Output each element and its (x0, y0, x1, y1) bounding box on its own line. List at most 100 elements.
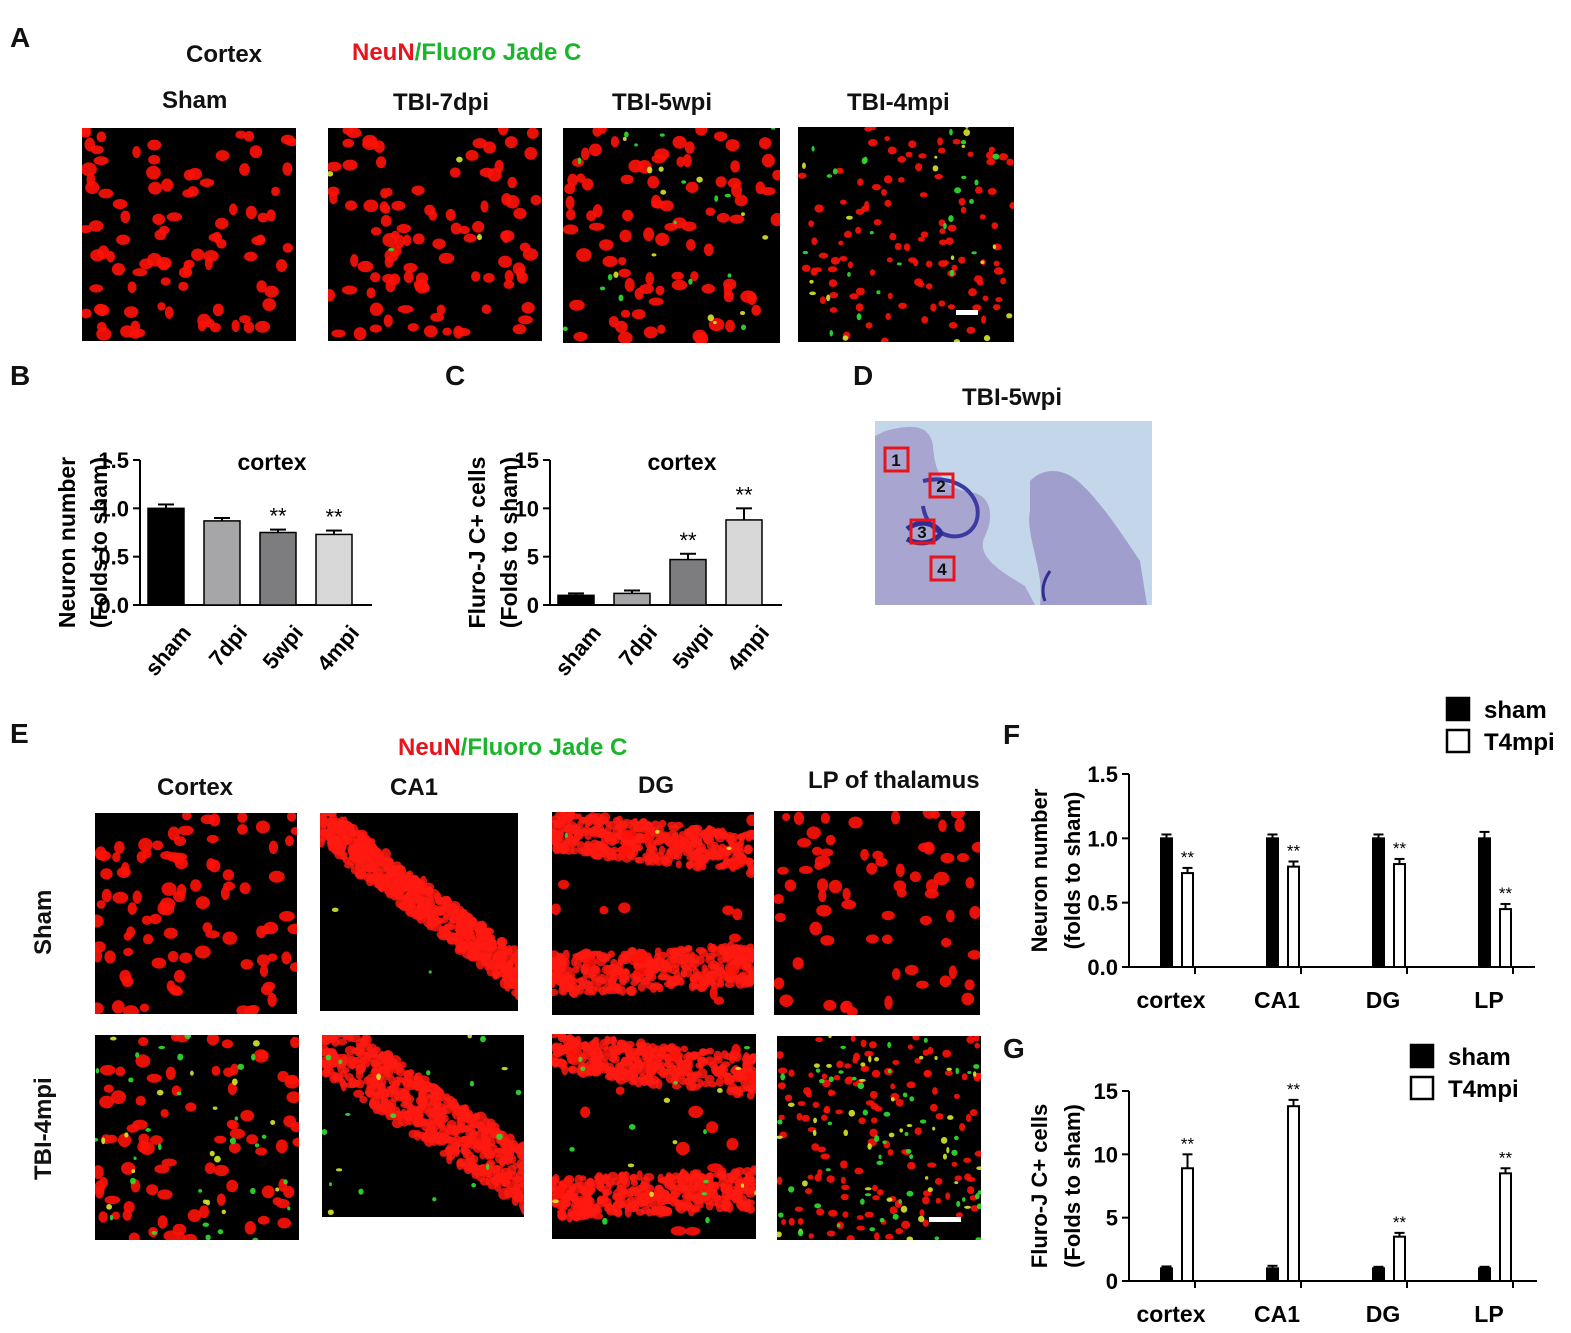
y-tick-label: 15 (515, 448, 539, 473)
bar-sham-CA1 (1266, 837, 1279, 968)
x-tick-label: 5wpi (667, 620, 718, 674)
y-tick-label: 15 (1094, 1079, 1118, 1104)
x-tick-label: 7dpi (204, 620, 252, 671)
x-tick-label: LP (1474, 1301, 1503, 1327)
y-axis-label: Neuron number (1027, 788, 1052, 952)
bar-7dpi (613, 592, 651, 606)
bar-sham-LP (1478, 837, 1491, 968)
bar-4mpi (725, 519, 763, 606)
chart-title: cortex (647, 449, 716, 475)
bar-sham-LP (1478, 1267, 1491, 1282)
panel-label-a: A (10, 22, 31, 53)
x-tick-label: 5wpi (257, 620, 308, 674)
micrograph-e-sham-dg (552, 812, 754, 1015)
bar-4mpi (315, 533, 353, 606)
roi-box-1 (883, 446, 910, 473)
panel-a-col-tbi-4mpi: TBI-4mpi (847, 89, 950, 116)
roi-box-2 (928, 472, 955, 499)
panel-label-g: G (1003, 1033, 1025, 1064)
roi-num-2: 2 (936, 477, 945, 496)
brain-section-image: 1 2 3 4 (875, 421, 1152, 605)
panel-e-col-cortex: Cortex (157, 774, 234, 801)
bar-sham-DG (1372, 837, 1385, 968)
x-tick-label: CA1 (1254, 1301, 1300, 1327)
y-axis-label-2: (Folds to sham) (1060, 1104, 1085, 1268)
legend-swatch-T4mpi (1445, 728, 1471, 754)
y-axis-label: Neuron number (54, 457, 80, 628)
panel-a-col-tbi-5wpi: TBI-5wpi (612, 89, 712, 116)
y-tick-label: 5 (1106, 1206, 1118, 1231)
x-tick-label: cortex (1136, 987, 1205, 1013)
roi-num-3: 3 (917, 523, 926, 542)
legend-swatch-sham (1409, 1043, 1435, 1069)
panel-a-stain-legend: NeuN/Fluoro Jade C (352, 39, 581, 67)
bar-sham-CA1 (1266, 1267, 1279, 1282)
panel-a-col-sham: Sham (162, 87, 228, 114)
y-tick-label: 1.0 (98, 496, 129, 521)
y-tick-label: 1.5 (98, 448, 129, 473)
micrograph-a-tbi-4mpi (798, 127, 1014, 342)
bar-T4mpi-LP (1499, 908, 1512, 969)
x-tick-label: sham (550, 620, 606, 680)
scale-bar (956, 310, 978, 315)
micrograph-e-sham-ca1 (320, 813, 518, 1011)
chart-g-fluoro-jade-regions: 0 5 10 15 ** cortex ** CA1 ** DG ** LP Fluro-J C+ ce… (1027, 1043, 1537, 1327)
bar-sham-cortex (1160, 837, 1173, 968)
fluoro-jade-label: Fluoro Jade C (421, 39, 582, 66)
micrograph-a-tbi-5wpi (563, 128, 780, 343)
x-tick-label: sham (140, 620, 196, 680)
micrograph-e-tbi-cortex (95, 1035, 299, 1240)
neun-label: NeuN (398, 734, 461, 761)
panel-d-title: TBI-5wpi (962, 384, 1062, 411)
panel-e-col-ca1: CA1 (390, 774, 439, 801)
y-axis-label: Fluro-J C+ cells (464, 457, 490, 629)
significance-mark: ** (679, 528, 697, 553)
significance-mark: ** (1181, 1134, 1195, 1153)
bar-sham-cortex (1160, 1267, 1173, 1282)
legend-swatch-sham (1445, 696, 1471, 722)
bar-T4mpi-cortex (1181, 872, 1194, 968)
y-tick-label: 1.5 (1087, 762, 1118, 787)
significance-mark: ** (1181, 848, 1195, 867)
y-tick-label: 0.0 (1087, 955, 1118, 980)
panel-label-e: E (10, 718, 29, 749)
y-tick-label: 5 (527, 545, 539, 570)
stain-separator: / (414, 39, 422, 66)
micrograph-a-sham (82, 128, 296, 341)
legend-label-T4mpi: T4mpi (1448, 1076, 1519, 1103)
significance-mark: ** (1393, 1213, 1407, 1232)
micrograph-a-tbi-7dpi (328, 128, 542, 341)
roi-box-3 (909, 518, 936, 545)
legend-label-sham: sham (1484, 697, 1547, 724)
y-axis-label-2: (Folds to sham) (496, 457, 522, 628)
chart-title: cortex (237, 449, 306, 475)
stain-separator: / (460, 734, 468, 761)
roi-box-4 (929, 555, 956, 582)
panel-label-d: D (853, 360, 874, 391)
y-tick-label: 10 (515, 496, 539, 521)
legend-swatch-T4mpi (1409, 1075, 1435, 1101)
panel-e-col-dg: DG (638, 772, 674, 799)
y-tick-label: 0.5 (1087, 891, 1118, 916)
y-tick-label: 10 (1094, 1142, 1118, 1167)
panel-e-row-tbi-4mpi: TBI-4mpi (30, 1077, 57, 1180)
micrograph-e-sham-cortex (95, 813, 297, 1014)
x-tick-label: 7dpi (614, 620, 662, 671)
micrograph-e-sham-lp (774, 811, 980, 1015)
bar-T4mpi-DG (1393, 863, 1406, 968)
x-tick-label: DG (1366, 987, 1401, 1013)
panel-e-stain-legend: NeuN/Fluoro Jade C (398, 734, 627, 762)
panel-label-f: F (1003, 719, 1021, 750)
legend-label-T4mpi: T4mpi (1484, 729, 1555, 756)
scale-bar (929, 1217, 961, 1222)
neun-label: NeuN (352, 39, 415, 66)
chart-f-neuron-number-regions: 0.0 0.5 1.0 1.5 ** cortex ** CA1 ** DG ** LP Neuron … (1027, 696, 1555, 1013)
bar-T4mpi-DG (1393, 1235, 1406, 1283)
roi-num-4: 4 (937, 560, 947, 579)
y-axis-label-2: (Folds to sham) (86, 457, 112, 628)
significance-mark: ** (735, 482, 753, 507)
y-tick-label: 0.0 (98, 593, 129, 618)
y-tick-label: 0.5 (98, 545, 129, 570)
micrograph-e-tbi-dg (552, 1034, 756, 1239)
bar-T4mpi-CA1 (1287, 865, 1300, 968)
